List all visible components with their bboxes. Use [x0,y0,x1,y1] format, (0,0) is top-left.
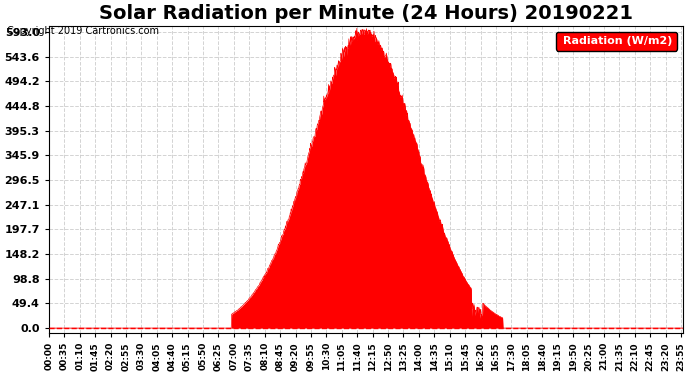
Text: Copyright 2019 Cartronics.com: Copyright 2019 Cartronics.com [7,26,159,36]
Legend: Radiation (W/m2): Radiation (W/m2) [555,32,678,51]
Title: Solar Radiation per Minute (24 Hours) 20190221: Solar Radiation per Minute (24 Hours) 20… [99,4,633,23]
